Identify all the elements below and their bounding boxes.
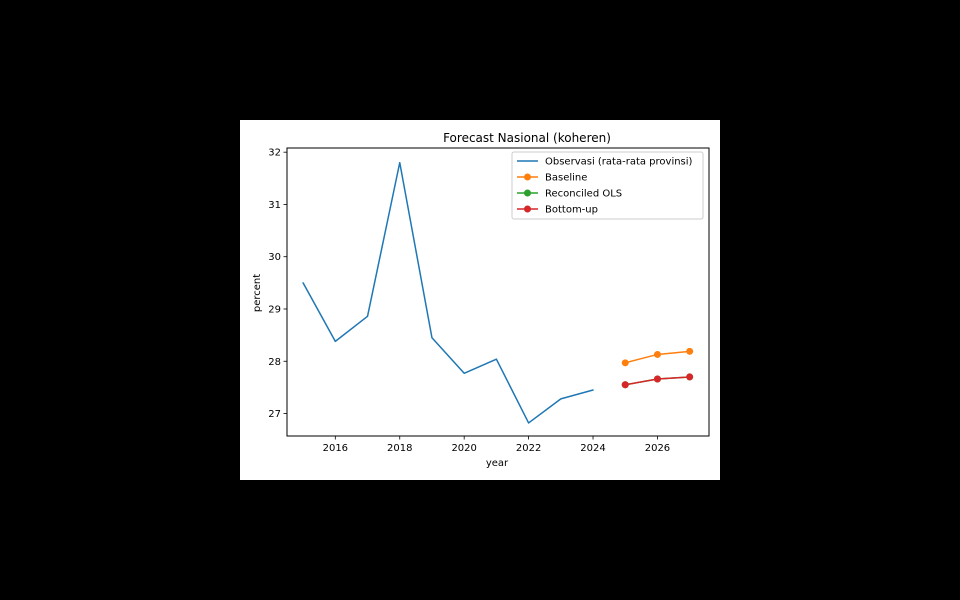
series-layer [302, 161, 694, 424]
legend-label: Baseline [545, 173, 587, 184]
legend-marker [524, 189, 531, 197]
legend-label: Reconciled OLS [545, 189, 622, 200]
legend-box [511, 151, 704, 220]
chart-canvas: Forecast Nasional (koheren) 2016 2018 2020… [252, 131, 710, 469]
x-axis-label: year [486, 458, 509, 469]
x-tick-label: 2024 [580, 443, 605, 454]
y-axis-label: percent [252, 274, 263, 312]
y-tick-label: 31 [268, 200, 281, 211]
y-tick-label: 30 [268, 252, 281, 263]
axes-layer: 2016 2018 2020 2022 2024 2026 27 28 29 30 31 32 [268, 147, 710, 454]
legend: Observasi (rata-rata provinsi) Baseline Re… [511, 151, 704, 220]
legend-marker [524, 173, 531, 181]
x-tick-label: 2016 [323, 443, 348, 454]
data-point-bottom-up [686, 373, 694, 381]
chart-title: Forecast Nasional (koheren) [443, 131, 611, 145]
data-point-baseline [621, 359, 629, 367]
y-tick-label: 27 [268, 409, 281, 420]
x-tick-label: 2022 [516, 443, 541, 454]
y-tick-label: 32 [268, 148, 281, 159]
data-point-bottom-up [621, 381, 629, 389]
x-tick-label: 2026 [645, 443, 670, 454]
legend-label: Bottom-up [545, 205, 598, 216]
data-point-baseline [653, 350, 661, 358]
plot-frame [286, 147, 710, 437]
x-tick-label: 2020 [451, 443, 476, 454]
y-tick-label: 29 [268, 304, 281, 315]
data-point-bottom-up [653, 375, 661, 383]
legend-marker [524, 205, 531, 213]
x-tick-label: 2018 [387, 443, 412, 454]
data-point-baseline [686, 347, 694, 355]
series-line-observasi-rata-rata-provinsi [302, 161, 594, 424]
chart-figure: Forecast Nasional (koheren) 2016 2018 2020… [240, 120, 720, 480]
legend-label: Observasi (rata-rata provinsi) [545, 157, 693, 168]
y-tick-label: 28 [268, 357, 281, 368]
